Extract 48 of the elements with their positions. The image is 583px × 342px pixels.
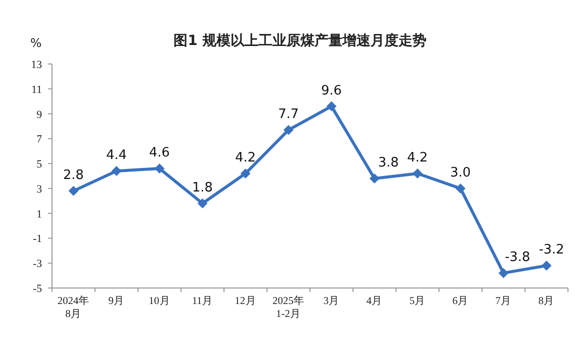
point	[498, 268, 508, 278]
y-tick-label: -1	[32, 233, 42, 246]
text: 4.2	[235, 150, 256, 166]
text: 7.7	[278, 106, 299, 122]
point	[326, 101, 336, 112]
x-tick-label: 12月	[234, 295, 256, 307]
text: 1.8	[192, 180, 213, 196]
y-tick-label: -5	[32, 283, 42, 295]
y-tick-label: 11	[31, 84, 42, 96]
text: 4.6	[149, 146, 170, 161]
point	[240, 168, 250, 179]
x-tick-label: 4月	[366, 295, 383, 307]
text: 2.8	[63, 168, 84, 183]
text: 9.6	[321, 83, 342, 98]
x-tick-label: 2024年 8月	[58, 295, 90, 320]
point	[284, 124, 294, 135]
y-tick-label: 7	[36, 134, 42, 146]
y-tick-label: 3	[36, 183, 42, 196]
y-axis-title: %	[30, 36, 42, 50]
x-tick-label: 10月	[148, 295, 170, 307]
text: 4.2	[407, 150, 428, 166]
point	[370, 173, 380, 184]
point	[542, 260, 552, 271]
x-tick-label: 5月	[409, 295, 426, 307]
point	[412, 168, 422, 179]
point	[112, 166, 122, 176]
y-tick-label: -3	[32, 258, 42, 270]
x-tick-label: 7月	[495, 295, 512, 307]
text: -3.8	[504, 250, 530, 266]
point	[154, 164, 164, 174]
text: 3.0	[450, 165, 471, 180]
text: 3.8	[378, 155, 399, 170]
y-tick-label: 9	[36, 108, 42, 121]
chart-title: 图1 规模以上工业原煤产量增速月度走势	[174, 32, 426, 49]
text: -3.2	[538, 242, 564, 258]
x-tick-label: 9月	[108, 295, 125, 307]
x-tick-label: 11月	[192, 295, 214, 307]
x-tick-label: 3月	[323, 295, 340, 307]
y-tick-label: 13	[31, 59, 42, 71]
y-tick-label: 5	[36, 158, 42, 171]
x-tick-label: 6月	[452, 295, 469, 307]
x-tick-label: 2025年 1-2月	[272, 295, 304, 320]
point	[68, 186, 78, 196]
point	[198, 198, 208, 208]
point	[456, 183, 466, 194]
x-tick-label: 8月	[538, 295, 555, 307]
y-tick-label: 1	[36, 208, 42, 220]
text: 4.4	[106, 148, 127, 164]
